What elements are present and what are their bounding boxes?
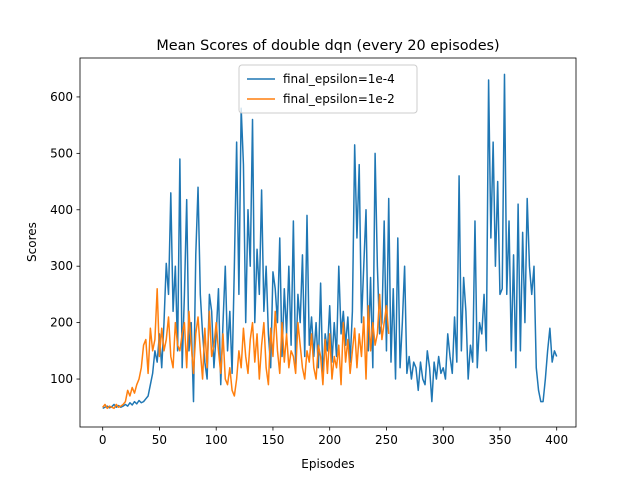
x-axis-label: Episodes xyxy=(301,457,354,471)
legend-label: final_epsilon=1e-4 xyxy=(283,72,395,86)
x-tick-label: 0 xyxy=(99,433,107,447)
y-tick-label: 500 xyxy=(50,146,73,160)
legend: final_epsilon=1e-4 final_epsilon=1e-2 xyxy=(238,64,418,114)
x-tick-label: 200 xyxy=(318,433,341,447)
y-tick-label: 600 xyxy=(50,90,73,104)
x-tick-label: 400 xyxy=(545,433,568,447)
x-tick-label: 300 xyxy=(432,433,455,447)
x-tick-label: 100 xyxy=(205,433,228,447)
axes-frame xyxy=(79,57,577,428)
y-axis-label: Scores xyxy=(25,222,39,262)
plot-area xyxy=(102,73,558,410)
legend-label: final_epsilon=1e-2 xyxy=(283,92,395,106)
y-tick-label: 400 xyxy=(50,203,73,217)
y-tick-label: 300 xyxy=(50,259,73,273)
y-tick-label: 100 xyxy=(50,372,73,386)
y-tick-label: 200 xyxy=(50,316,73,330)
legend-box xyxy=(238,64,418,114)
x-tick-label: 250 xyxy=(375,433,398,447)
x-tick-label: 50 xyxy=(152,433,167,447)
x-tick-label: 150 xyxy=(261,433,284,447)
series-line xyxy=(102,288,390,410)
x-tick-label: 350 xyxy=(489,433,512,447)
series-line xyxy=(102,73,558,410)
chart-title: Mean Scores of double dqn (every 20 epis… xyxy=(156,38,499,54)
